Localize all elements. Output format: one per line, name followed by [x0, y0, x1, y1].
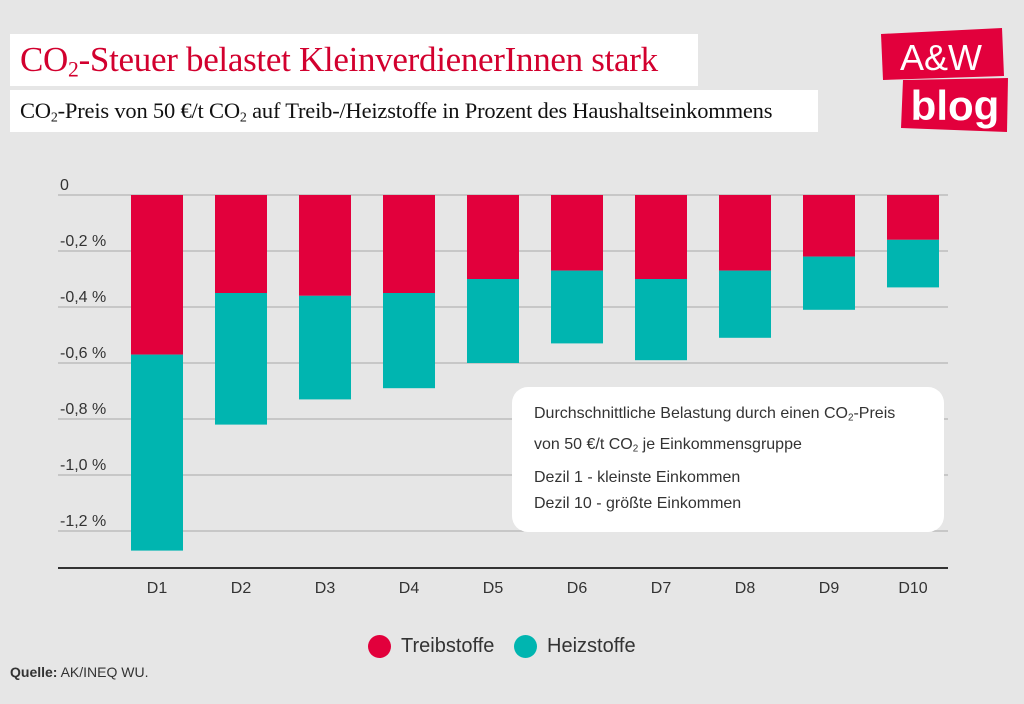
x-tick-label: D2	[231, 580, 252, 597]
bar-treibstoffe-d10	[887, 195, 939, 240]
info-line-3: Dezil 1 - kleinste Einkommen	[534, 469, 741, 486]
logo-line2: blog	[911, 82, 1000, 129]
aw-blog-logo[interactable]: A&W blog	[881, 28, 1008, 132]
legend-label-treibstoffe: Treibstoffe	[401, 634, 495, 657]
bar-heizstoffe-d1	[131, 354, 183, 551]
y-tick-label: -0,2 %	[60, 233, 106, 250]
subtitle-box: CO2-Preis von 50 €/t CO2 auf Treib-/Heiz…	[10, 90, 818, 132]
y-tick-label: -0,4 %	[60, 289, 106, 306]
logo-line1: A&W	[900, 37, 982, 78]
x-tick-label: D1	[147, 580, 168, 597]
x-tick-labels: D1 D2 D3 D4 D5 D6 D7 D8 D9 D10	[147, 580, 928, 597]
x-tick-label: D7	[651, 580, 672, 597]
bar-treibstoffe-d8	[719, 195, 771, 271]
title-box: CO2-Steuer belastet KleinverdienerInnen …	[10, 34, 698, 86]
x-tick-label: D4	[399, 580, 420, 597]
bar-heizstoffe-d2	[215, 293, 267, 425]
bar-heizstoffe-d6	[551, 270, 603, 344]
x-tick-label: D5	[483, 580, 504, 597]
bar-treibstoffe-d3	[299, 195, 351, 296]
info-line-4: Dezil 10 - größte Einkommen	[534, 495, 742, 512]
legend-item-heizstoffe[interactable]: Heizstoffe	[514, 631, 636, 661]
legend-swatch-treibstoffe	[368, 634, 391, 658]
bar-treibstoffe-d6	[551, 195, 603, 271]
bar-heizstoffe-d5	[467, 279, 519, 363]
y-tick-label: -0,6 %	[60, 345, 106, 362]
info-box: Durchschnittliche Belastung durch einen …	[512, 387, 944, 532]
info-line-2: von 50 €/t CO2 je Einkommensgruppe	[534, 436, 802, 455]
bars	[131, 195, 939, 551]
x-tick-label: D8	[735, 580, 756, 597]
bar-treibstoffe-d4	[383, 195, 435, 293]
source-note: Quelle: AK/INEQ WU.	[10, 664, 149, 680]
y-tick-label: -1,0 %	[60, 457, 106, 474]
bar-heizstoffe-d4	[383, 293, 435, 389]
bar-treibstoffe-d1	[131, 195, 183, 355]
legend: Treibstoffe Heizstoffe	[0, 631, 1024, 661]
y-tick-label: -1,2 %	[60, 513, 106, 530]
chart-subtitle: CO2-Preis von 50 €/t CO2 auf Treib-/Heiz…	[20, 98, 773, 126]
logo-top-block	[881, 28, 1004, 80]
bar-heizstoffe-d3	[299, 295, 351, 400]
y-tick-labels: 0 -0,2 % -0,4 % -0,6 % -0,8 % -1,0 % -1,2 %	[60, 177, 106, 530]
legend-label-heizstoffe: Heizstoffe	[547, 634, 636, 657]
bar-treibstoffe-d5	[467, 195, 519, 279]
bar-heizstoffe-d7	[635, 279, 687, 361]
bar-heizstoffe-d9	[803, 256, 855, 310]
info-line-1: Durchschnittliche Belastung durch einen …	[534, 405, 896, 424]
bar-treibstoffe-d2	[215, 195, 267, 293]
bar-heizstoffe-d10	[887, 239, 939, 288]
y-tick-label: -0,8 %	[60, 401, 106, 418]
x-tick-label: D10	[898, 580, 927, 597]
x-tick-label: D9	[819, 580, 840, 597]
x-tick-label: D3	[315, 580, 336, 597]
y-tick-label: 0	[60, 177, 69, 194]
bar-heizstoffe-d8	[719, 270, 771, 338]
chart-title: CO2-Steuer belastet KleinverdienerInnen …	[20, 40, 658, 82]
x-tick-label: D6	[567, 580, 588, 597]
bar-treibstoffe-d7	[635, 195, 687, 279]
bar-treibstoffe-d9	[803, 195, 855, 257]
logo-bottom-block	[901, 78, 1008, 132]
legend-swatch-heizstoffe	[514, 634, 537, 658]
legend-item-treibstoffe[interactable]: Treibstoffe	[368, 631, 494, 661]
